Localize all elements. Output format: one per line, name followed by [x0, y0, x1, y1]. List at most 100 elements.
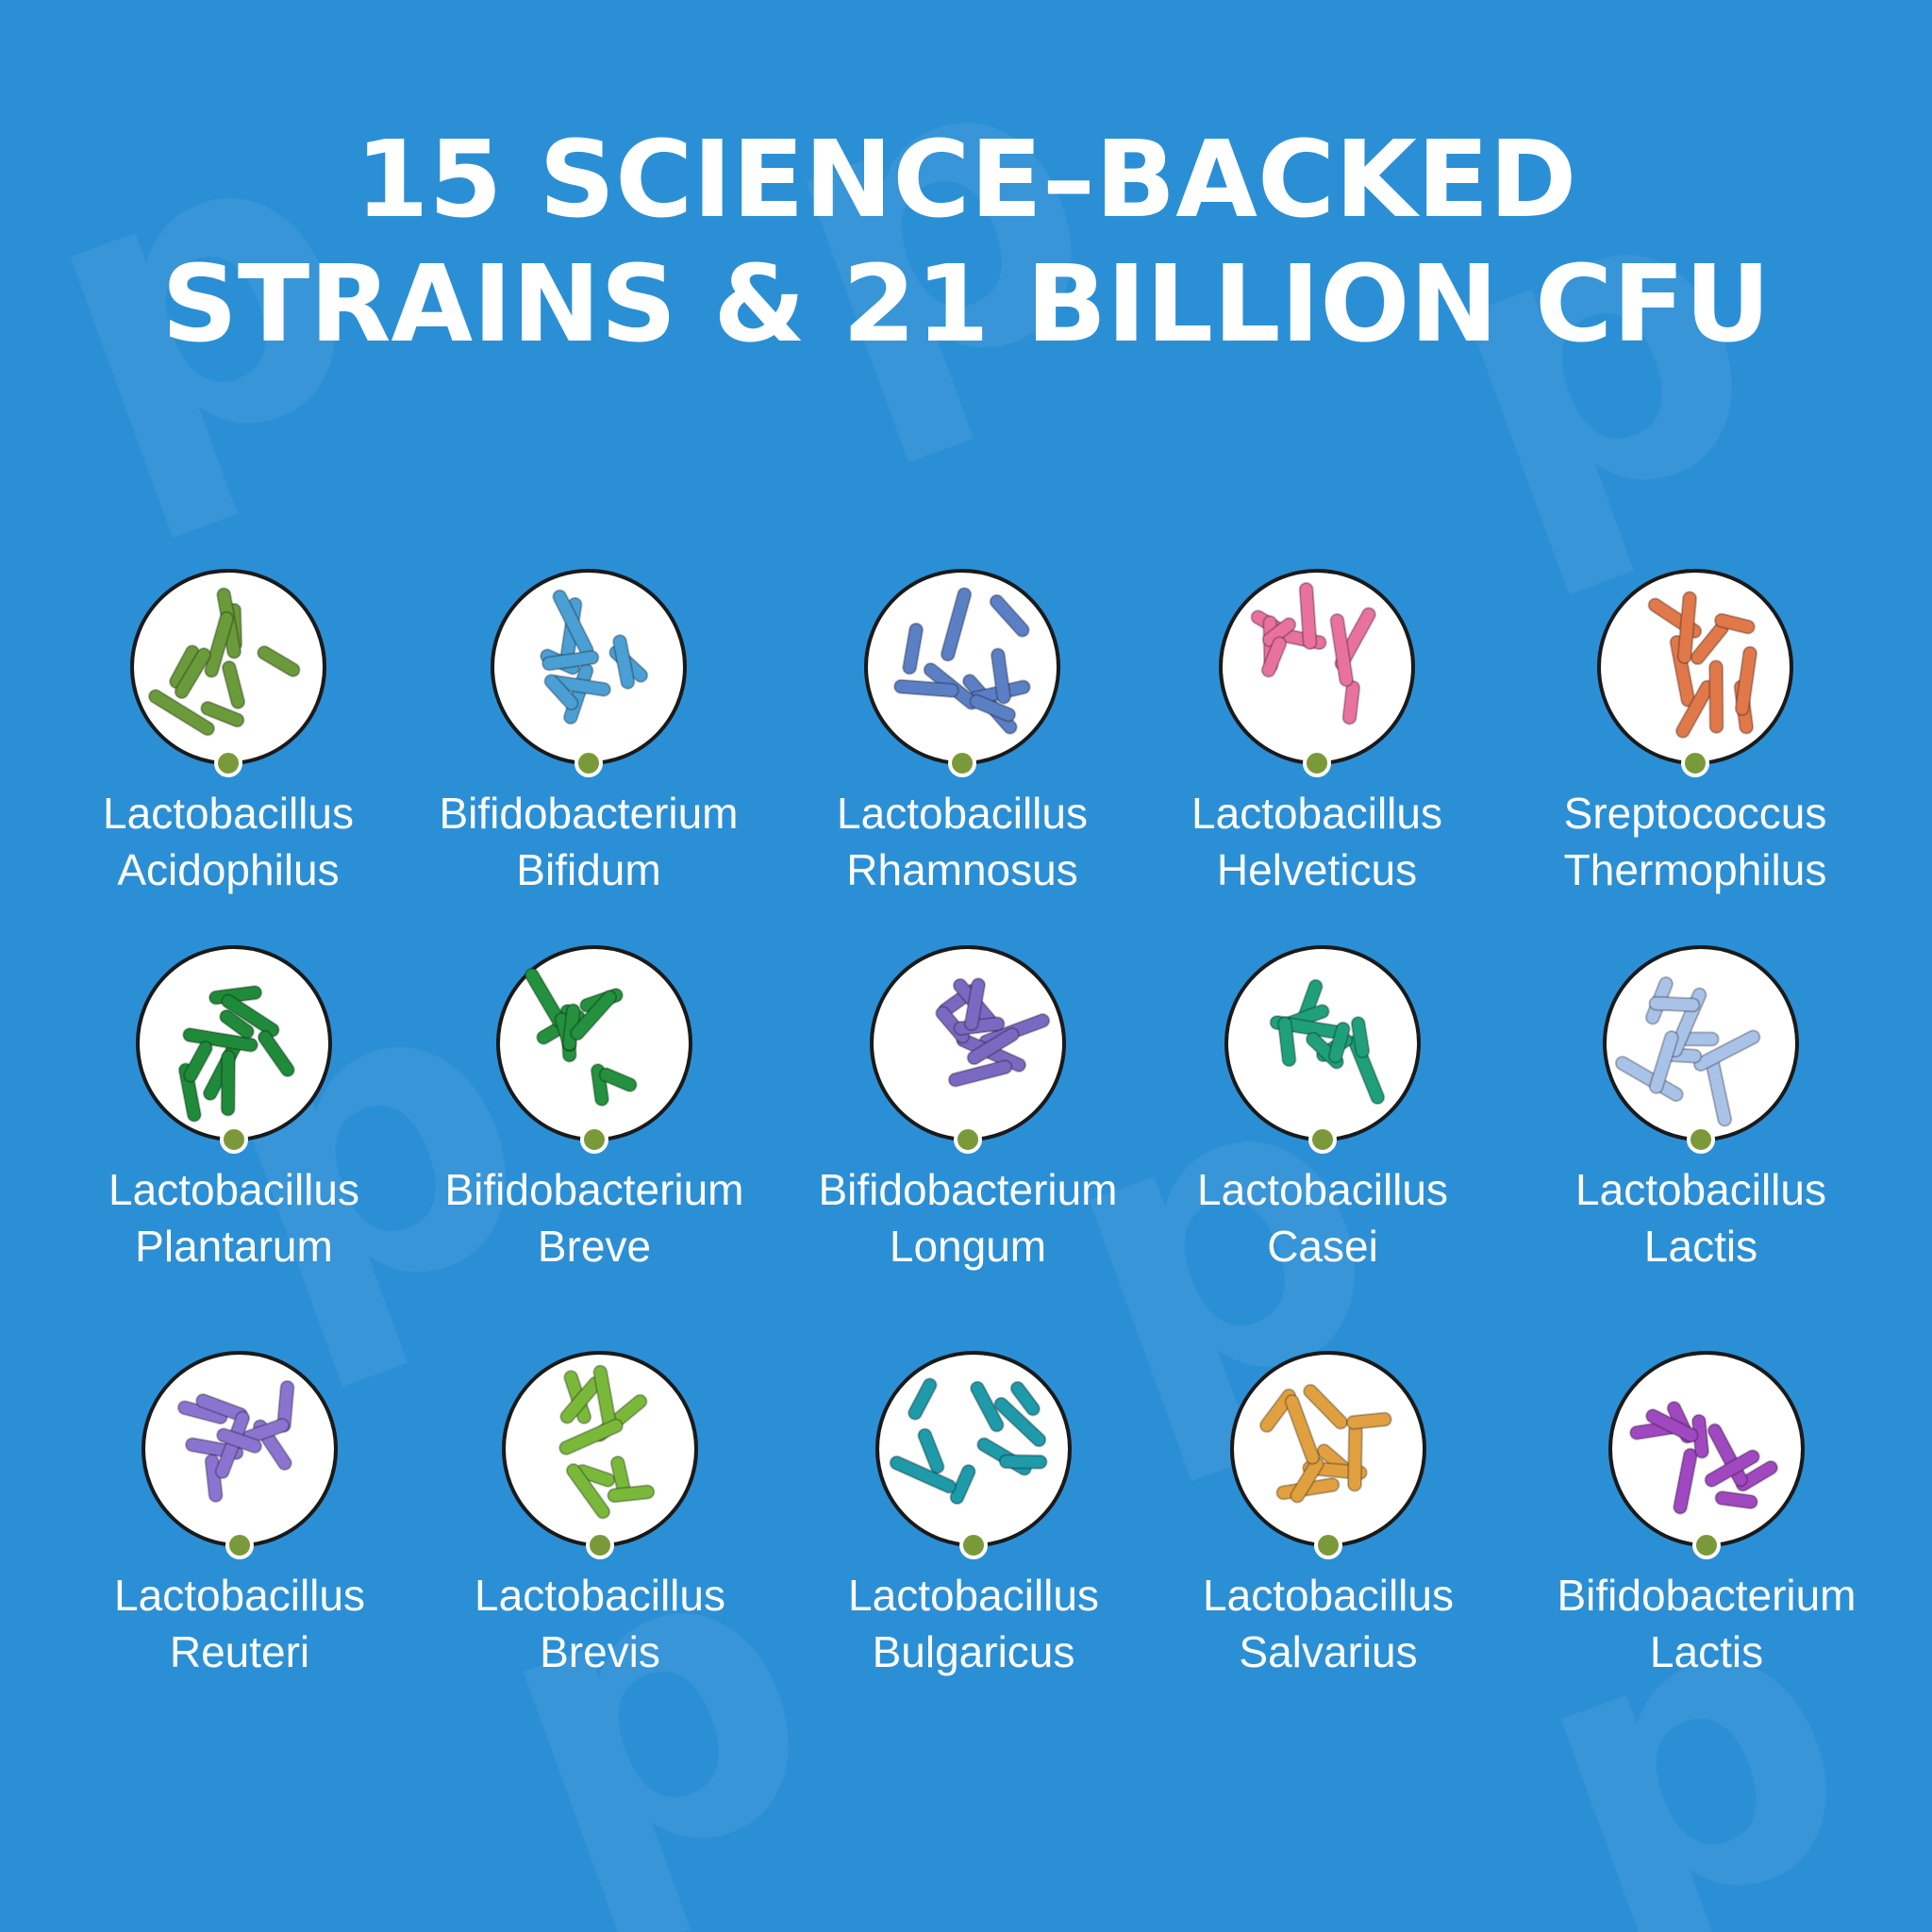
bacterium [889, 1455, 958, 1494]
strain-label: Bifidobacterium [439, 789, 738, 838]
strain-dot [948, 749, 976, 777]
strain-label: Casei [1267, 1222, 1378, 1271]
bacterium [1284, 1393, 1321, 1465]
strain-label: Salvarius [1239, 1627, 1417, 1676]
title-line: STRAINS & 21 BILLION CFU [161, 243, 1771, 366]
strain-dot [1687, 1125, 1715, 1154]
strain-dot [1308, 1125, 1337, 1154]
bacterium [1260, 636, 1288, 678]
strain-label: Brevis [540, 1627, 660, 1676]
strain-dot [225, 1531, 254, 1559]
bacterium [174, 647, 212, 700]
strain-label: Lactobacillus [1197, 1165, 1448, 1214]
bacterium [1298, 581, 1318, 650]
bacterium [221, 993, 280, 1038]
bacterium [947, 1059, 1013, 1088]
bacterium [1345, 1411, 1392, 1430]
bacterium [1261, 617, 1297, 648]
strain-label: Lactobacillus [1191, 789, 1442, 838]
bacterium [1708, 659, 1724, 734]
bacterium [1329, 612, 1355, 688]
bacterium [1735, 1459, 1779, 1492]
strain-dot [575, 749, 603, 777]
bacterium [541, 649, 600, 672]
bacterium [1648, 1030, 1679, 1094]
bacterium [1276, 1016, 1297, 1068]
strain-dot [214, 749, 242, 777]
strain: Lactobacillus Acidophilus [103, 569, 354, 894]
strain-label: Thermophilus [1564, 845, 1827, 894]
strain: Lactobacillus Brevis [475, 1351, 725, 1676]
strain: Lactobacillus Reuteri [114, 1351, 365, 1676]
strain-label: Bifidobacterium [1557, 1571, 1856, 1620]
bacterium [969, 693, 1017, 723]
bacterium [1303, 1383, 1349, 1430]
strain-dot [586, 1531, 614, 1559]
strain: Lactobacillus Casei [1197, 945, 1448, 1271]
strain: Lactobacillus Bulgaricus [848, 1351, 1099, 1676]
bacterium [1645, 1408, 1699, 1443]
strain-label: Sreptococcus [1564, 789, 1827, 838]
bacterium [893, 678, 959, 698]
strain: Lactobacillus Salvarius [1203, 1351, 1454, 1676]
bacterium [219, 1008, 255, 1040]
bacterium [949, 1463, 976, 1506]
strain-circle [1219, 569, 1415, 765]
bacterium [1676, 591, 1698, 665]
bacterium [221, 659, 246, 709]
strain-label: Lactobacillus [108, 1165, 359, 1214]
strain: Sreptococcus Thermophilus [1564, 569, 1827, 894]
strain-label: Lactobacillus [848, 1571, 1099, 1620]
bacterium [1341, 679, 1361, 725]
strain-label: Breve [538, 1222, 651, 1271]
bacterium [220, 1049, 237, 1117]
bacterium [1714, 1490, 1758, 1510]
strain-dot [954, 1125, 982, 1154]
bacterium [940, 587, 973, 662]
bacterium [570, 990, 618, 1041]
bacterium [989, 593, 1030, 638]
bacterium [147, 689, 216, 737]
strain-dot [1314, 1531, 1342, 1559]
strain-dot [220, 1125, 248, 1154]
bacterium [966, 1026, 1020, 1066]
bacterium [917, 1427, 945, 1474]
bacterium [257, 1029, 295, 1078]
strain-label: Bifidobacterium [818, 1165, 1117, 1214]
strain-label: Lactobacillus [103, 789, 354, 838]
strain: Lactobacillus Rhamnosus [837, 569, 1088, 894]
strain-label: Acidophilus [117, 845, 339, 894]
strain: Lactobacillus Helveticus [1191, 569, 1442, 894]
bacterium [204, 610, 235, 678]
bacterium [998, 1454, 1048, 1470]
bacterium [1673, 1447, 1698, 1515]
strain-dot [1692, 1531, 1721, 1559]
bacterium [1290, 1456, 1324, 1504]
strain-circle [875, 1351, 1072, 1547]
bacterium [1734, 645, 1758, 717]
strain-label: Longum [890, 1222, 1046, 1271]
strain: Bifidobacterium Longum [818, 945, 1118, 1271]
strain-label: Bifidum [516, 845, 660, 894]
bacterium [990, 647, 1012, 705]
strain-label: Plantarum [135, 1222, 333, 1271]
strain-label: Lactobacillus [114, 1571, 365, 1620]
strain-label: Lactis [1650, 1627, 1763, 1676]
bacterium [963, 977, 987, 1032]
bacterium [558, 1418, 624, 1456]
bacterium [1350, 1015, 1371, 1059]
bacterium [1327, 1021, 1351, 1064]
bacterium [182, 1027, 258, 1053]
bacterium [216, 1427, 263, 1454]
bacterium [565, 1462, 611, 1520]
strain-label: Bifidobacterium [444, 1165, 743, 1214]
strain-dot [580, 1125, 608, 1154]
bacterium [970, 1380, 1005, 1433]
bacterium [183, 1041, 213, 1083]
strain-label: Lactobacillus [1203, 1571, 1454, 1620]
bacterium [993, 1396, 1047, 1448]
strain-label: Lactis [1644, 1222, 1757, 1271]
bacterium [1704, 1449, 1760, 1488]
